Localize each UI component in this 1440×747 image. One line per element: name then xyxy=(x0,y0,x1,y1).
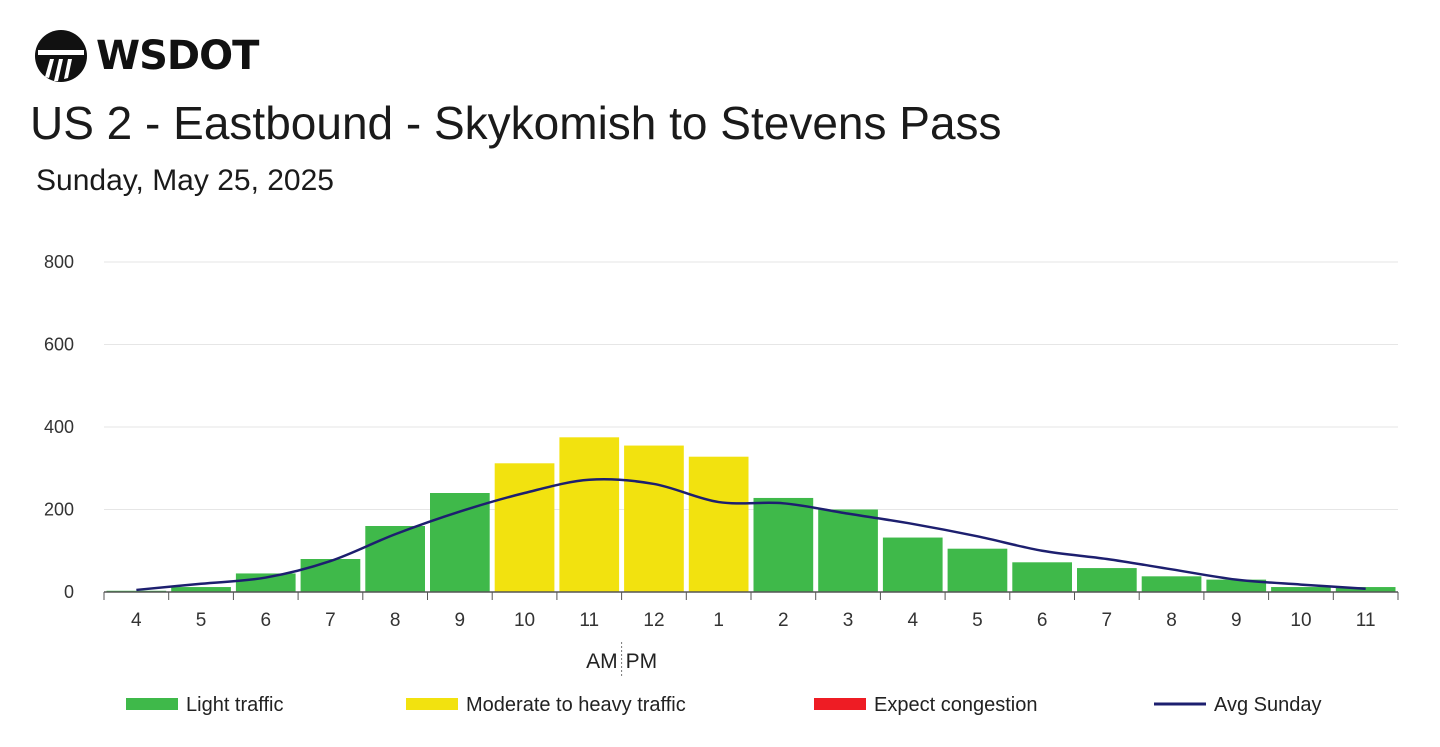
x-tick-label: 4 xyxy=(907,610,918,631)
bar-6 xyxy=(494,463,555,592)
bar-19 xyxy=(1335,587,1396,592)
y-tick-label: 600 xyxy=(44,335,74,355)
x-tick-label: 10 xyxy=(1290,610,1311,631)
bar-1 xyxy=(171,587,231,592)
x-tick-label: 12 xyxy=(643,610,664,631)
x-tick-label: 6 xyxy=(1037,610,1048,631)
avg-line-layer xyxy=(136,478,1366,592)
x-tick-label: 8 xyxy=(390,610,401,631)
bar-3 xyxy=(300,559,361,592)
bars xyxy=(106,437,1396,592)
bar-11 xyxy=(818,509,878,592)
bar-9 xyxy=(688,456,749,592)
x-tick-label: 1 xyxy=(713,610,724,631)
x-tick-label: 5 xyxy=(972,610,983,631)
am-label: AM xyxy=(586,650,618,673)
legend-label: Avg Sunday xyxy=(1214,694,1322,716)
wsdot-logo-icon xyxy=(35,30,87,82)
page-title: US 2 - Eastbound - Skykomish to Stevens … xyxy=(30,97,1002,149)
bar-8 xyxy=(624,445,684,592)
logo-text: WSDOT xyxy=(96,33,259,79)
y-tick-label: 200 xyxy=(44,500,74,520)
avg-sunday-line xyxy=(136,478,1366,592)
bar-16 xyxy=(1141,576,1202,592)
bar-4 xyxy=(365,526,425,592)
legend-label: Light traffic xyxy=(186,694,283,716)
bar-15 xyxy=(1077,568,1137,592)
page-subtitle: Sunday, May 25, 2025 xyxy=(36,164,334,197)
y-tick-label: 800 xyxy=(44,252,74,272)
y-tick-label: 0 xyxy=(64,582,74,602)
x-tick-label: 9 xyxy=(1231,610,1242,631)
x-tick-label: 11 xyxy=(1356,610,1376,631)
x-tick-label: 4 xyxy=(131,610,142,631)
bar-7 xyxy=(559,437,620,592)
legend-label: Moderate to heavy traffic xyxy=(466,694,686,716)
x-tick-label: 6 xyxy=(260,610,271,631)
bar-10 xyxy=(753,497,814,592)
x-tick-label: 11 xyxy=(579,610,599,631)
legend-label: Expect congestion xyxy=(874,694,1037,716)
x-tick-label: 7 xyxy=(1102,610,1113,631)
bar-17 xyxy=(1206,579,1267,592)
legend-swatch-1 xyxy=(406,698,458,710)
x-tick-label: 3 xyxy=(843,610,854,631)
bar-13 xyxy=(947,548,1008,592)
legend-swatch-2 xyxy=(814,698,866,710)
bar-18 xyxy=(1271,587,1331,592)
bar-12 xyxy=(882,537,943,592)
legend-swatch-0 xyxy=(126,698,178,710)
am-pm-divider: AM PM xyxy=(586,642,657,676)
y-tick-label: 400 xyxy=(44,417,74,437)
bar-2 xyxy=(235,573,296,592)
x-tick-label: 7 xyxy=(325,610,336,631)
x-tick-label: 5 xyxy=(196,610,207,631)
x-tick-label: 9 xyxy=(455,610,466,631)
x-tick-label: 10 xyxy=(514,610,535,631)
x-tick-label: 2 xyxy=(778,610,789,631)
wsdot-logo: WSDOT xyxy=(34,26,259,86)
y-axis-ticks: 0 200 400 600 800 xyxy=(44,252,74,602)
pm-label: PM xyxy=(626,650,658,673)
x-axis-ticks: 4 5 6 7 8 9 10 11 12 1 2 3 4 5 6 7 8 9 10 11 xyxy=(131,610,1375,631)
legend: Light traffic Moderate to heavy traffic Ex… xyxy=(126,694,1322,716)
x-axis xyxy=(103,591,1399,600)
grid-lines xyxy=(104,261,1398,510)
bar-14 xyxy=(1012,562,1072,592)
bar-5 xyxy=(430,493,490,592)
x-tick-label: 8 xyxy=(1166,610,1177,631)
